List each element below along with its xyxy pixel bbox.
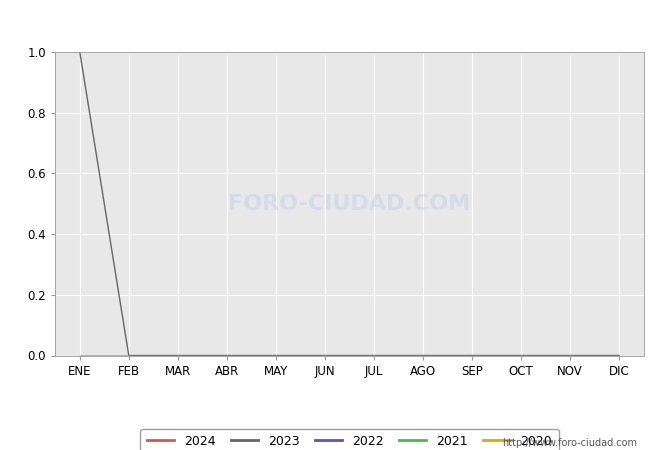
Legend: 2024, 2023, 2022, 2021, 2020: 2024, 2023, 2022, 2021, 2020 — [140, 428, 558, 450]
Text: http://www.foro-ciudad.com: http://www.foro-ciudad.com — [502, 438, 637, 448]
Text: Matriculaciones de Vehiculos en Hortezuela de Océn: Matriculaciones de Vehiculos en Hortezue… — [107, 14, 543, 33]
Text: FORO-CIUDAD.COM: FORO-CIUDAD.COM — [228, 194, 471, 214]
